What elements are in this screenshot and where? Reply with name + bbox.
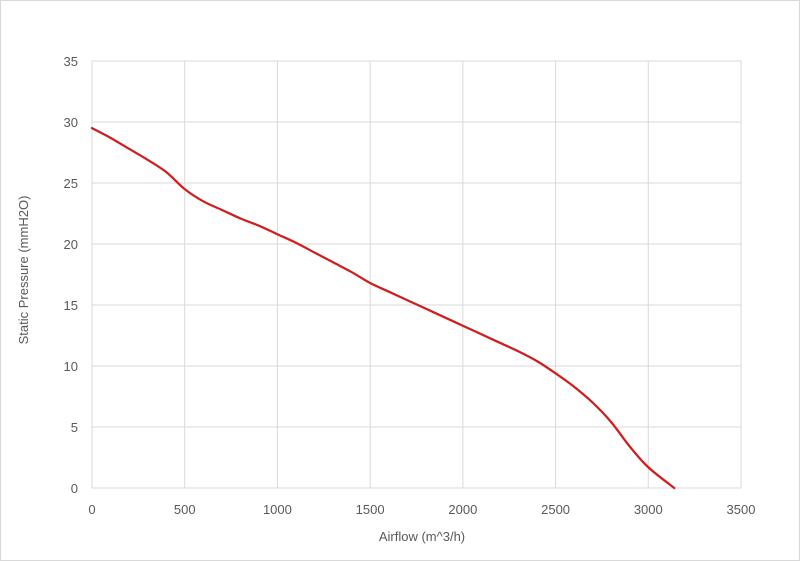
- y-tick-label: 0: [71, 481, 78, 496]
- y-axis-title: Static Pressure (mmH2O): [16, 196, 31, 345]
- tick-labels: 0 500 1000 1500 2000 2500 3000 3500 0 5 10 15 20 25 30…: [64, 54, 756, 517]
- x-tick-label: 3000: [634, 502, 663, 517]
- y-tick-label: 20: [64, 237, 78, 252]
- y-tick-label: 15: [64, 298, 78, 313]
- series-line-0: [90, 126, 676, 490]
- x-tick-label: 2500: [541, 502, 570, 517]
- series-layer: [90, 126, 676, 490]
- x-tick-label: 0: [88, 502, 95, 517]
- y-tick-label: 5: [71, 420, 78, 435]
- x-tick-label: 500: [174, 502, 196, 517]
- y-tick-label: 10: [64, 359, 78, 374]
- x-tick-label: 2000: [448, 502, 477, 517]
- x-tick-label: 1000: [263, 502, 292, 517]
- y-tick-label: 25: [64, 176, 78, 191]
- x-tick-label: 1500: [356, 502, 385, 517]
- y-tick-label: 35: [64, 54, 78, 69]
- grid-lines: [91, 60, 742, 489]
- x-axis-title: Airflow (m^3/h): [379, 529, 465, 544]
- y-tick-label: 30: [64, 115, 78, 130]
- x-tick-label: 3500: [727, 502, 756, 517]
